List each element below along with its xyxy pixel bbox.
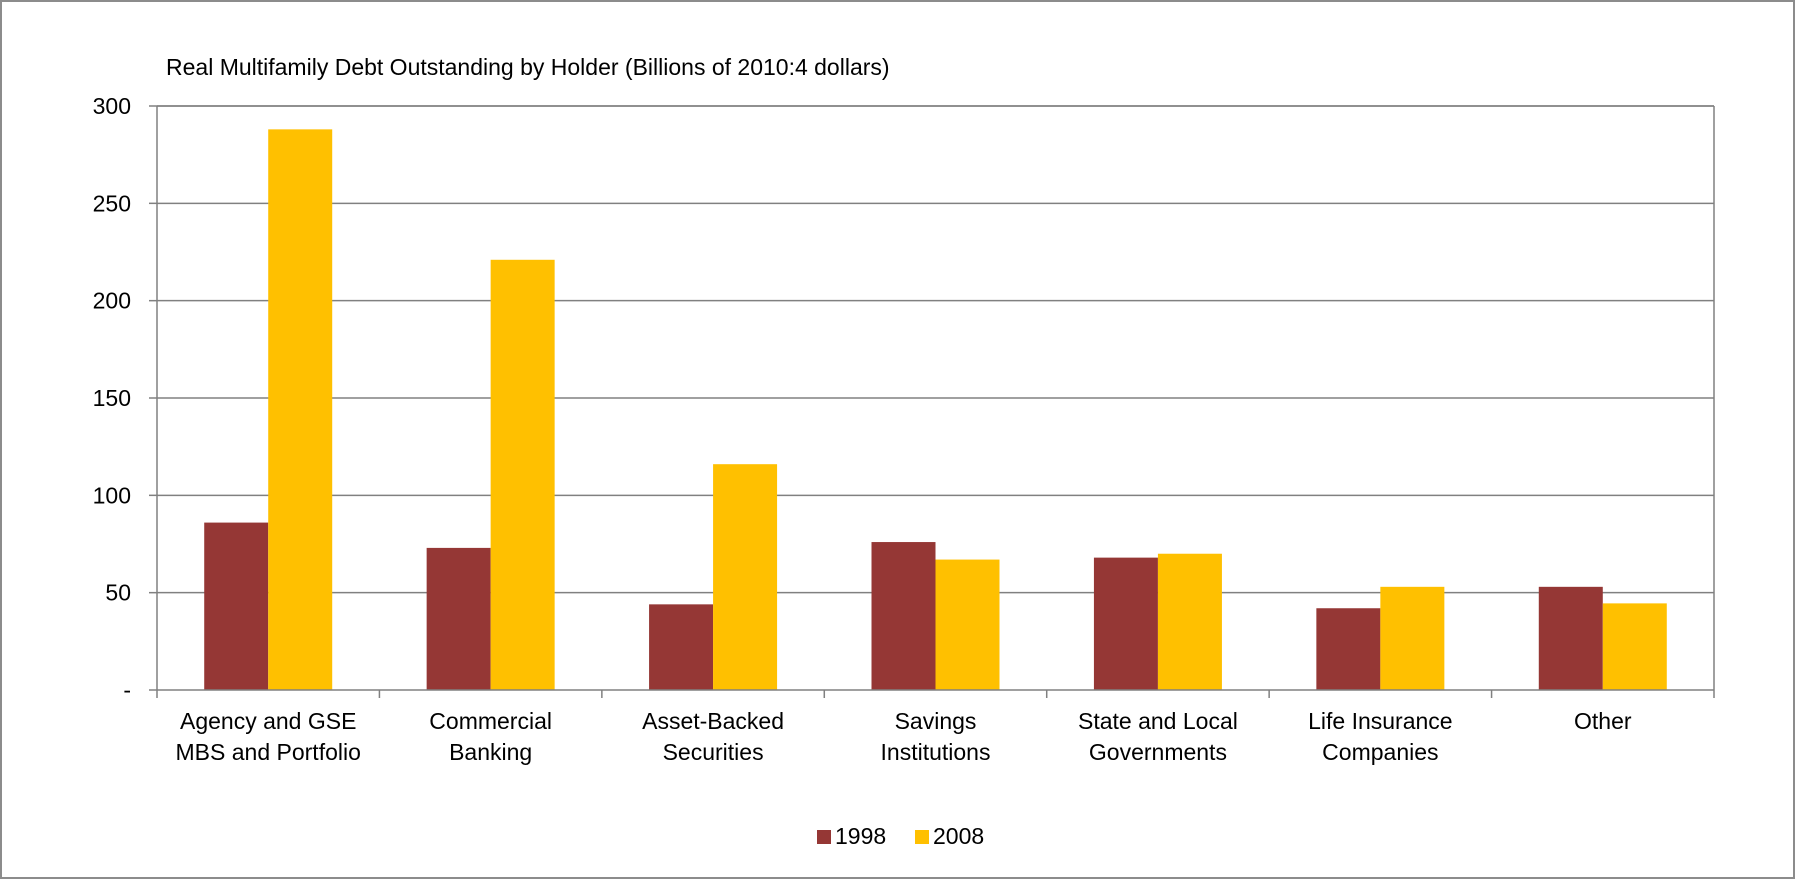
- axes: - 50 100 150 200 250 300 Agency and GSE MBS and …: [93, 93, 1715, 765]
- x-tick-label: Banking: [449, 739, 532, 765]
- x-tick-label: Commercial: [429, 708, 552, 734]
- legend: 1998 2008: [817, 823, 984, 849]
- bar-2008-5: [1380, 586, 1445, 690]
- y-tick-label: 200: [93, 288, 131, 314]
- y-tick-label: 250: [93, 190, 131, 216]
- x-tick-label: MBS and Portfolio: [176, 739, 361, 765]
- gridlines: [157, 105, 1715, 690]
- bar-2008-1: [490, 259, 555, 690]
- bar-1998-6: [1538, 586, 1603, 690]
- x-tick-label: Other: [1574, 708, 1632, 734]
- y-tick-label: 150: [93, 385, 131, 411]
- bar-1998-4: [1093, 557, 1158, 690]
- y-tick-label: -: [123, 677, 131, 703]
- bar-1998-5: [1316, 608, 1381, 690]
- bar-1998-0: [204, 522, 269, 690]
- bar-1998-3: [871, 542, 936, 690]
- bar-2008-3: [935, 559, 1000, 690]
- x-tick-label: Governments: [1089, 739, 1227, 765]
- x-tick-label: State and Local: [1078, 708, 1238, 734]
- bar-2008-4: [1157, 553, 1222, 690]
- y-tick-label: 50: [105, 580, 131, 606]
- y-tick-label: 300: [93, 93, 131, 119]
- legend-swatch-1998: [817, 830, 831, 844]
- bar-1998-1: [426, 547, 491, 690]
- bar-2008-0: [268, 129, 333, 691]
- legend-swatch-2008: [915, 830, 929, 844]
- bar-2008-2: [713, 464, 778, 690]
- x-tick-label: Life Insurance: [1308, 708, 1452, 734]
- x-tick-label: Institutions: [881, 739, 991, 765]
- bar-2008-6: [1602, 603, 1667, 690]
- y-tick-label: 100: [93, 482, 131, 508]
- x-tick-label: Agency and GSE: [180, 708, 356, 734]
- x-tick-label: Asset-Backed: [642, 708, 784, 734]
- x-tick-label: Securities: [663, 739, 764, 765]
- x-tick-label: Savings: [895, 708, 977, 734]
- bars: [204, 129, 1667, 691]
- x-tick-label: Companies: [1322, 739, 1438, 765]
- bar-1998-2: [649, 604, 714, 690]
- legend-label: 1998: [835, 823, 886, 849]
- legend-label: 2008: [933, 823, 984, 849]
- chart-title: Real Multifamily Debt Outstanding by Hol…: [166, 54, 890, 80]
